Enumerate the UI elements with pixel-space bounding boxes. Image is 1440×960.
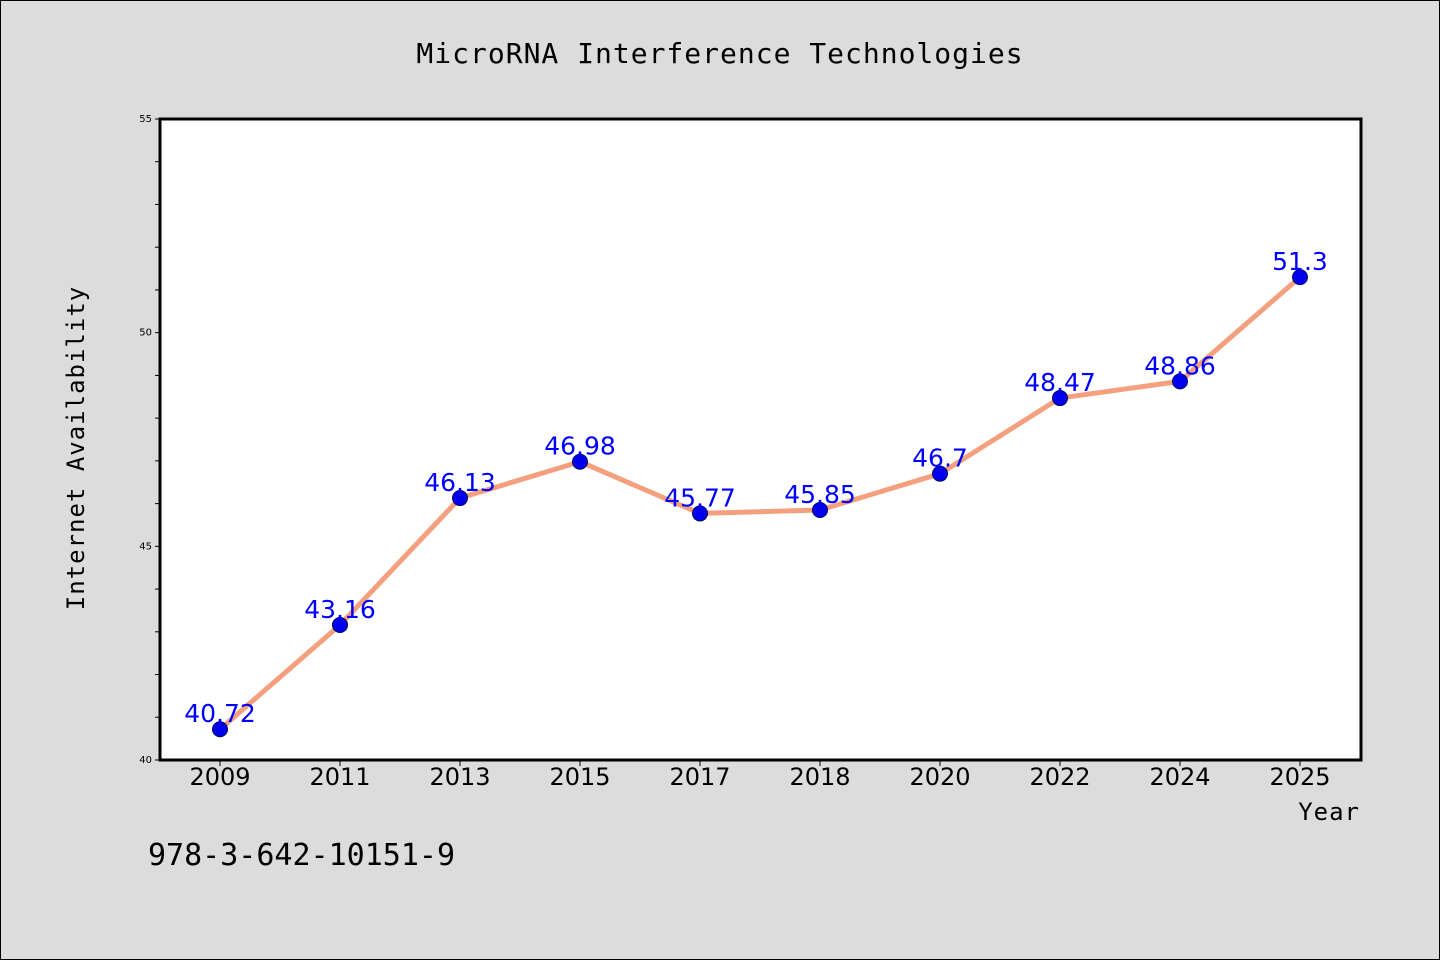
data-label-2013: 46.13 <box>424 468 496 497</box>
x-tick-label: 2025 <box>1269 763 1330 791</box>
y-tick-label: 45 <box>139 541 152 552</box>
data-label-2025: 51.3 <box>1272 247 1328 276</box>
series-markers <box>212 269 1308 738</box>
data-point-2025 <box>1292 269 1308 286</box>
data-point-2020 <box>932 465 948 482</box>
data-point-2013 <box>452 490 468 507</box>
data-label-2009: 40.72 <box>184 699 256 728</box>
data-point-2018 <box>812 502 828 519</box>
data-label-2018: 45.85 <box>784 480 856 509</box>
data-label-2015: 46.98 <box>544 432 616 461</box>
x-tick-label: 2013 <box>429 763 490 791</box>
x-tick-label: 2011 <box>309 763 370 791</box>
x-tick-label: 2024 <box>1149 763 1210 791</box>
data-label-2011: 43.16 <box>304 595 376 624</box>
data-point-2024 <box>1172 373 1188 390</box>
data-point-2009 <box>212 721 228 738</box>
data-point-2017 <box>692 505 708 522</box>
x-tick-label: 2022 <box>1029 763 1090 791</box>
series-line <box>217 274 1303 732</box>
data-labels: 40.72 43.16 46.13 46.98 45.77 45.85 46.7 48.47 4… <box>184 247 1328 728</box>
data-label-2022: 48.47 <box>1024 368 1096 397</box>
plot-frame <box>158 117 1363 762</box>
x-tick-label: 2009 <box>189 763 250 791</box>
data-label-2020: 46.7 <box>912 444 968 473</box>
data-point-2022 <box>1052 390 1068 407</box>
y-tick-label: 40 <box>139 755 152 766</box>
y-tick-label: 50 <box>139 328 152 339</box>
x-tick-label: 2020 <box>909 763 970 791</box>
x-tick-label: 2017 <box>669 763 730 791</box>
y-tick-label: 55 <box>139 114 152 125</box>
x-axis-title: Year <box>1298 798 1360 826</box>
y-axis-title: Internet Availability <box>62 286 90 610</box>
x-tick-label: 2015 <box>549 763 610 791</box>
data-point-2011 <box>332 616 348 633</box>
x-axis-ticks: 2009 2011 2013 2015 2017 2018 2020 2022 2024 2025 <box>189 760 1331 791</box>
x-tick-label: 2018 <box>789 763 850 791</box>
isbn-footnote: 978-3-642-10151-9 <box>148 838 455 873</box>
plot-area <box>160 119 1361 760</box>
chart-title: MicroRNA Interference Technologies <box>416 37 1023 70</box>
data-label-2017: 45.77 <box>664 483 736 512</box>
data-point-2015 <box>572 453 588 470</box>
data-label-2024: 48.86 <box>1144 351 1216 380</box>
